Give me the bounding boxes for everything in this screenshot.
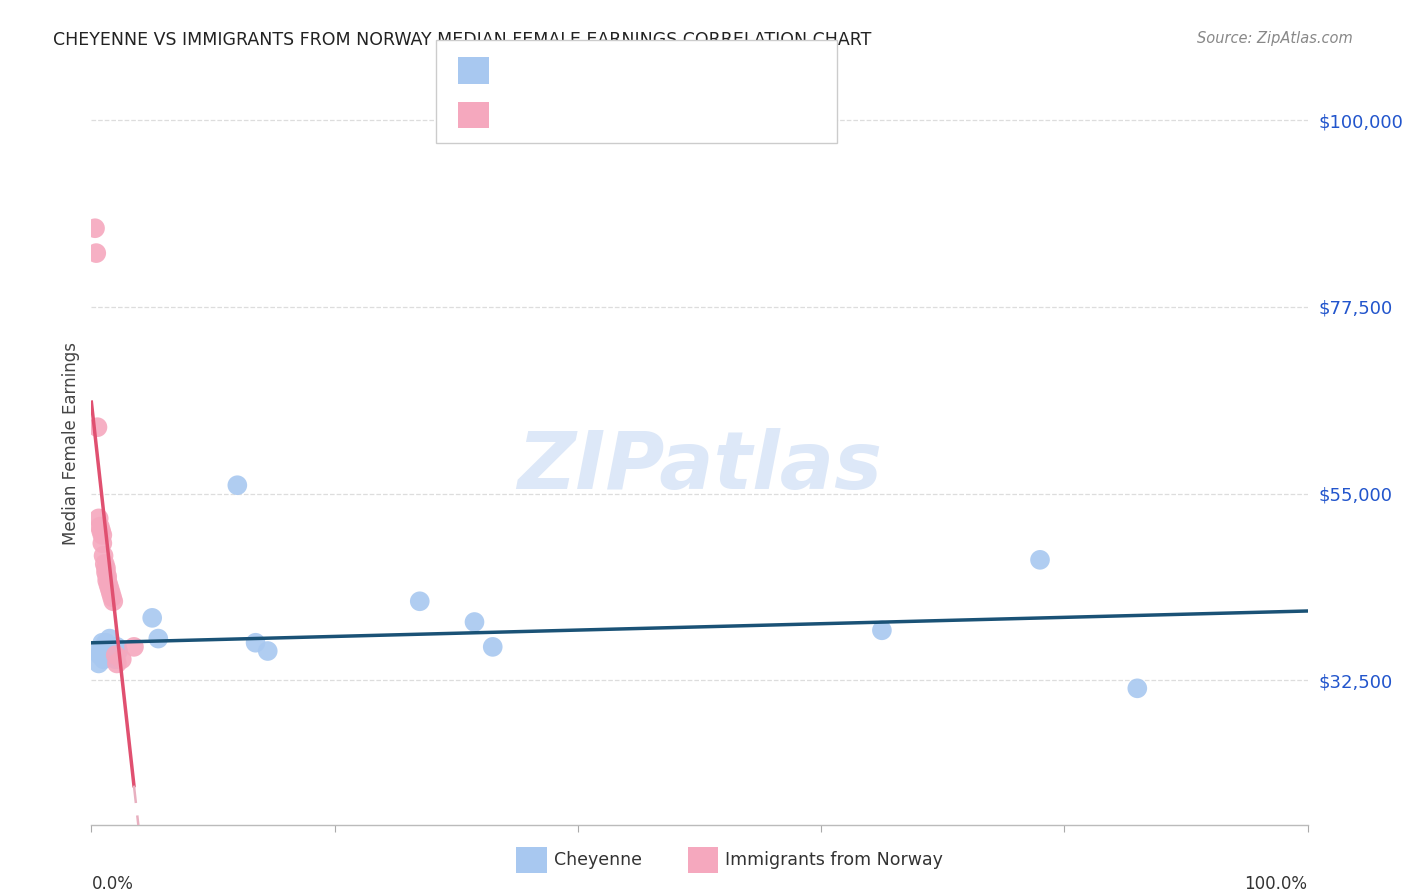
Point: [98, 632, 121, 646]
Point: [870, 624, 893, 638]
Point: [96, 640, 118, 654]
Point: [96, 574, 118, 588]
Point: [107, 644, 129, 658]
Point: [105, 657, 128, 671]
Text: 0.022: 0.022: [555, 105, 617, 125]
Text: CHEYENNE VS IMMIGRANTS FROM NORWAY MEDIAN FEMALE EARNINGS CORRELATION CHART: CHEYENNE VS IMMIGRANTS FROM NORWAY MEDIA…: [53, 31, 872, 49]
Point: [100, 644, 122, 658]
Point: [91, 536, 114, 550]
Point: [103, 640, 125, 654]
Point: [100, 586, 122, 600]
Text: 23: 23: [693, 105, 720, 125]
Point: [84, 644, 107, 658]
Point: [105, 640, 128, 654]
Point: [101, 590, 124, 604]
Text: ZIPatlas: ZIPatlas: [517, 427, 882, 506]
Text: N =: N =: [637, 106, 671, 124]
Y-axis label: Median Female Earnings: Median Female Earnings: [62, 343, 80, 545]
Point: [97, 577, 120, 591]
Text: 31: 31: [693, 61, 720, 80]
Point: [103, 594, 125, 608]
Point: [89, 519, 111, 533]
Text: Cheyenne: Cheyenne: [554, 851, 643, 869]
Point: [104, 652, 127, 666]
Point: [91, 528, 114, 542]
Point: [86, 420, 108, 434]
Point: [94, 644, 117, 658]
Point: [1126, 681, 1149, 696]
Point: [103, 644, 125, 658]
Point: [87, 657, 110, 671]
Point: [84, 246, 107, 260]
Point: [1029, 553, 1052, 567]
Text: R =: R =: [496, 62, 530, 79]
Point: [98, 582, 121, 596]
Text: Source: ZipAtlas.com: Source: ZipAtlas.com: [1197, 31, 1353, 46]
Point: [93, 652, 115, 666]
Point: [409, 594, 432, 608]
Point: [94, 561, 117, 575]
Point: [111, 652, 134, 666]
Point: [481, 640, 503, 654]
Point: [87, 511, 110, 525]
Point: [91, 636, 114, 650]
Text: Immigrants from Norway: Immigrants from Norway: [725, 851, 943, 869]
Text: 0.0%: 0.0%: [91, 875, 134, 892]
Text: N =: N =: [637, 62, 671, 79]
Point: [94, 636, 117, 650]
Point: [93, 640, 115, 654]
Point: [84, 221, 107, 235]
Point: [93, 549, 115, 563]
Point: [226, 478, 249, 492]
Point: [96, 569, 118, 583]
Point: [245, 636, 267, 650]
Point: [104, 648, 127, 662]
Point: [90, 524, 112, 538]
Point: [141, 611, 163, 625]
Point: [89, 648, 111, 662]
Point: [463, 615, 485, 629]
Point: [97, 648, 120, 662]
Point: [98, 644, 121, 658]
Text: R =: R =: [496, 106, 530, 124]
Point: [90, 644, 112, 658]
Point: [94, 566, 117, 580]
Text: 0.137: 0.137: [555, 61, 617, 80]
Point: [256, 644, 278, 658]
Point: [122, 640, 145, 654]
Point: [101, 648, 124, 662]
Point: [94, 557, 117, 571]
Text: 100.0%: 100.0%: [1244, 875, 1308, 892]
Point: [148, 632, 170, 646]
